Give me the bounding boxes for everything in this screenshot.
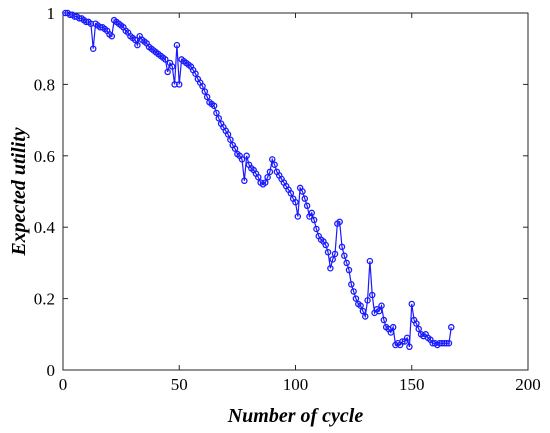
data-point <box>352 295 360 302</box>
data-point <box>329 256 336 263</box>
data-point <box>378 302 385 309</box>
data-point <box>213 109 220 117</box>
data-point <box>357 302 364 309</box>
data-point <box>331 250 339 258</box>
data-point <box>299 188 306 195</box>
data-point <box>169 63 176 70</box>
data-point <box>231 145 239 152</box>
data-point <box>338 243 346 251</box>
data-point <box>203 93 211 101</box>
data-point <box>224 131 232 138</box>
y-tick-label: 1 <box>47 4 56 23</box>
y-tick-label: 0 <box>47 361 56 380</box>
y-axis-ticks: 0 0.2 0.4 0.6 0.8 1 <box>34 4 528 380</box>
data-point <box>287 190 295 197</box>
data-point <box>399 338 406 345</box>
data-point <box>210 102 218 110</box>
data-point <box>241 177 248 185</box>
data-point <box>175 81 183 88</box>
data-point <box>266 168 274 176</box>
data-point <box>327 264 334 272</box>
data-point <box>380 316 388 324</box>
data-point <box>348 281 355 288</box>
data-point <box>375 307 383 315</box>
data-point <box>268 156 276 163</box>
data-point <box>271 161 278 168</box>
data-point <box>336 218 343 226</box>
data-point <box>134 41 141 49</box>
data-point <box>292 198 299 206</box>
data-point <box>131 36 139 44</box>
data-point <box>262 179 269 186</box>
data-point <box>345 266 353 274</box>
x-tick-label: 100 <box>283 375 309 394</box>
data-point <box>301 195 309 202</box>
data-point <box>364 297 371 304</box>
y-tick-label: 0.2 <box>34 290 55 309</box>
data-point <box>448 323 455 331</box>
data-point <box>368 291 376 299</box>
data-point <box>201 88 209 95</box>
data-point <box>359 307 367 315</box>
x-axis-ticks: 0 50 100 150 200 <box>59 13 541 394</box>
data-point <box>238 156 246 163</box>
x-tick-label: 200 <box>515 375 541 394</box>
data-point <box>89 45 97 52</box>
data-point <box>350 288 357 295</box>
data-point <box>264 173 271 181</box>
data-point <box>341 252 348 260</box>
data-point <box>255 173 262 181</box>
data-point <box>408 300 415 308</box>
y-tick-label: 0.6 <box>34 147 55 166</box>
data-point <box>192 70 199 77</box>
data-point <box>406 343 413 351</box>
data-point <box>243 152 250 160</box>
data-point <box>413 320 420 327</box>
data-point <box>389 323 397 331</box>
data-point <box>199 82 206 90</box>
data-point <box>366 257 374 265</box>
data-point <box>308 209 316 217</box>
x-tick-label: 150 <box>399 375 425 394</box>
series-points <box>62 9 455 351</box>
x-tick-label: 0 <box>59 375 68 394</box>
data-point <box>403 334 411 342</box>
y-tick-label: 0.4 <box>34 218 56 237</box>
x-axis-label: Number of cycle <box>227 405 364 427</box>
data-point <box>445 339 453 347</box>
data-point <box>387 329 395 336</box>
x-tick-label: 50 <box>171 375 188 394</box>
data-point <box>294 213 302 220</box>
plot-area <box>62 12 529 371</box>
y-axis-label: Expected utility <box>8 127 30 256</box>
data-point <box>227 136 234 143</box>
data-point <box>324 248 332 256</box>
data-point <box>108 32 116 40</box>
data-point <box>164 68 171 76</box>
y-tick-label: 0.8 <box>34 75 55 94</box>
data-point <box>361 313 369 320</box>
data-point <box>443 339 450 347</box>
data-point <box>343 259 350 267</box>
data-point <box>322 241 329 249</box>
data-point <box>173 41 181 49</box>
data-point <box>310 216 318 224</box>
data-point <box>313 225 320 233</box>
data-point <box>215 115 223 122</box>
data-point <box>415 325 422 333</box>
data-point <box>162 56 169 63</box>
data-point <box>303 202 311 210</box>
